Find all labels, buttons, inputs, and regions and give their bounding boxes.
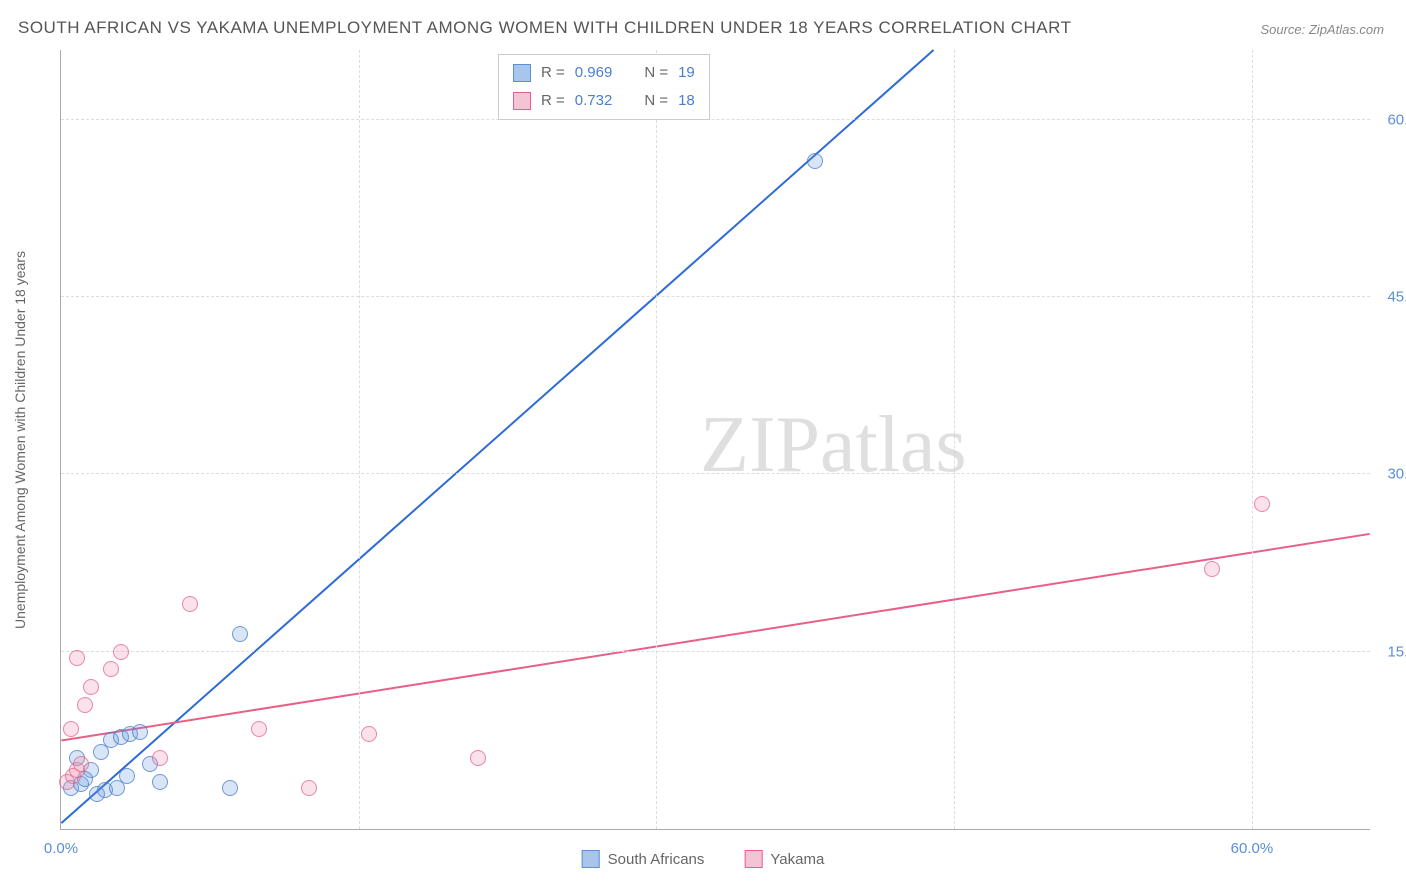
gridline-h	[61, 296, 1370, 297]
data-point-series-1	[77, 697, 93, 713]
x-tick-label: 60.0%	[1231, 840, 1274, 857]
y-tick-label: 45.0%	[1387, 289, 1406, 306]
data-point-series-1	[69, 650, 85, 666]
gridline-h	[61, 473, 1370, 474]
swatch-series-1	[513, 92, 531, 110]
y-tick-label: 15.0%	[1387, 643, 1406, 660]
gridline-v	[1252, 50, 1253, 829]
gridline-v	[954, 50, 955, 829]
data-point-series-1	[152, 750, 168, 766]
data-point-series-1	[63, 721, 79, 737]
data-point-series-0	[152, 774, 168, 790]
chart-title: SOUTH AFRICAN VS YAKAMA UNEMPLOYMENT AMO…	[18, 18, 1072, 38]
data-point-series-1	[1204, 561, 1220, 577]
data-point-series-0	[132, 724, 148, 740]
data-point-series-1	[1254, 496, 1270, 512]
regression-line	[61, 534, 1369, 741]
legend-item-series-1: Yakama	[744, 850, 824, 868]
y-axis-label: Unemployment Among Women with Children U…	[12, 251, 28, 629]
data-point-series-0	[119, 768, 135, 784]
data-point-series-1	[73, 756, 89, 772]
data-point-series-1	[470, 750, 486, 766]
data-point-series-1	[361, 726, 377, 742]
plot-area: 15.0%30.0%45.0%60.0%0.0%60.0%	[60, 50, 1370, 830]
correlation-legend: R = 0.969 N = 19 R = 0.732 N = 18	[498, 54, 710, 120]
gridline-h	[61, 119, 1370, 120]
data-point-series-1	[113, 644, 129, 660]
legend-row-series-1: R = 0.732 N = 18	[513, 87, 695, 115]
y-tick-label: 30.0%	[1387, 466, 1406, 483]
gridline-v	[656, 50, 657, 829]
y-tick-label: 60.0%	[1387, 111, 1406, 128]
swatch-bottom-1	[744, 850, 762, 868]
swatch-series-0	[513, 64, 531, 82]
data-point-series-0	[232, 626, 248, 642]
gridline-h	[61, 651, 1370, 652]
swatch-bottom-0	[582, 850, 600, 868]
data-point-series-0	[222, 780, 238, 796]
data-point-series-1	[301, 780, 317, 796]
data-point-series-1	[83, 679, 99, 695]
data-point-series-1	[251, 721, 267, 737]
regression-line	[61, 50, 933, 823]
chart-svg	[61, 50, 1370, 829]
legend-row-series-0: R = 0.969 N = 19	[513, 59, 695, 87]
source-attribution: Source: ZipAtlas.com	[1260, 22, 1384, 37]
data-point-series-1	[182, 596, 198, 612]
series-legend: South Africans Yakama	[582, 850, 825, 868]
gridline-v	[359, 50, 360, 829]
x-tick-label: 0.0%	[44, 840, 78, 857]
data-point-series-1	[103, 661, 119, 677]
legend-item-series-0: South Africans	[582, 850, 705, 868]
data-point-series-0	[807, 153, 823, 169]
